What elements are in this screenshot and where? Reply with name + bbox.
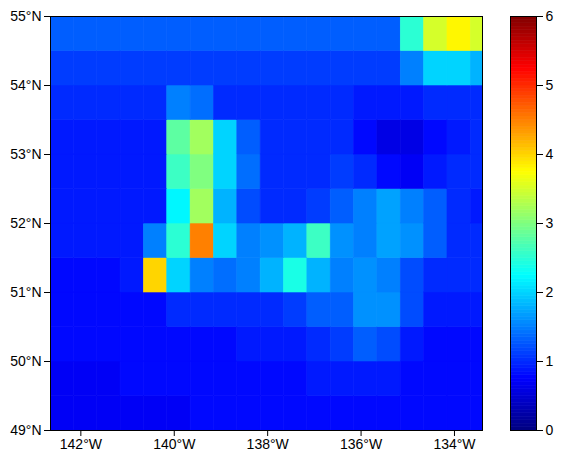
svg-text:3: 3 — [546, 215, 554, 231]
svg-text:134°W: 134°W — [433, 436, 476, 452]
svg-text:0: 0 — [546, 422, 554, 438]
svg-text:5: 5 — [546, 77, 554, 93]
svg-text:55°N: 55°N — [10, 8, 41, 24]
svg-text:138°W: 138°W — [247, 436, 290, 452]
svg-text:52°N: 52°N — [10, 215, 41, 231]
svg-text:4: 4 — [546, 146, 554, 162]
svg-text:6: 6 — [546, 8, 554, 24]
svg-text:51°N: 51°N — [10, 284, 41, 300]
svg-text:54°N: 54°N — [10, 77, 41, 93]
svg-text:50°N: 50°N — [10, 353, 41, 369]
svg-text:49°N: 49°N — [10, 422, 41, 438]
svg-text:142°W: 142°W — [60, 436, 103, 452]
svg-text:53°N: 53°N — [10, 146, 41, 162]
svg-text:140°W: 140°W — [153, 436, 196, 452]
svg-text:2: 2 — [546, 284, 554, 300]
svg-text:1: 1 — [546, 353, 554, 369]
svg-text:136°W: 136°W — [340, 436, 383, 452]
